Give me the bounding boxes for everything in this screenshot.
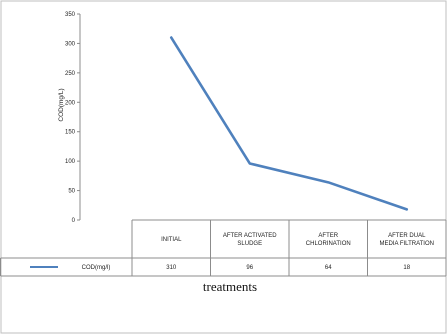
y-tick-label: 50	[68, 189, 75, 195]
x-axis-label: treatments	[203, 279, 257, 294]
y-tick-label: 350	[65, 12, 76, 18]
data-table: INITIAL AFTER ACTIVATED SLUDGE AFTER CHLORIN…	[0, 219, 447, 277]
y-tick-label: 250	[65, 71, 76, 77]
y-tick-label: 0	[72, 218, 76, 224]
y-tick-label: 150	[65, 130, 76, 136]
x-category-label: INITIAL	[161, 237, 182, 243]
cod-series-line	[169, 36, 409, 211]
y-tick-label: 200	[65, 100, 76, 106]
x-category-label: AFTER DUAL	[388, 233, 426, 239]
y-tick-label: 100	[65, 159, 76, 165]
data-value-label: 96	[246, 265, 253, 271]
legend-series-name: COD(mg/l)	[82, 265, 111, 271]
data-value-label: 310	[166, 265, 177, 271]
x-category-label: SLUDGE	[237, 241, 262, 247]
data-value-label: 18	[403, 265, 410, 271]
data-value-label: 64	[325, 265, 332, 271]
x-category-label: CHLORINATION	[306, 241, 351, 247]
y-tick-label: 300	[65, 41, 76, 47]
axes: 0 50 100 150 200 250 300 350	[65, 12, 81, 224]
y-axis-label: COD(mg/L)	[58, 88, 65, 121]
x-category-label: AFTER ACTIVATED	[223, 233, 277, 239]
x-category-label: AFTER	[318, 233, 338, 239]
x-category-label: MEDIA FILTRATION	[380, 241, 434, 247]
series-layer	[169, 36, 409, 211]
